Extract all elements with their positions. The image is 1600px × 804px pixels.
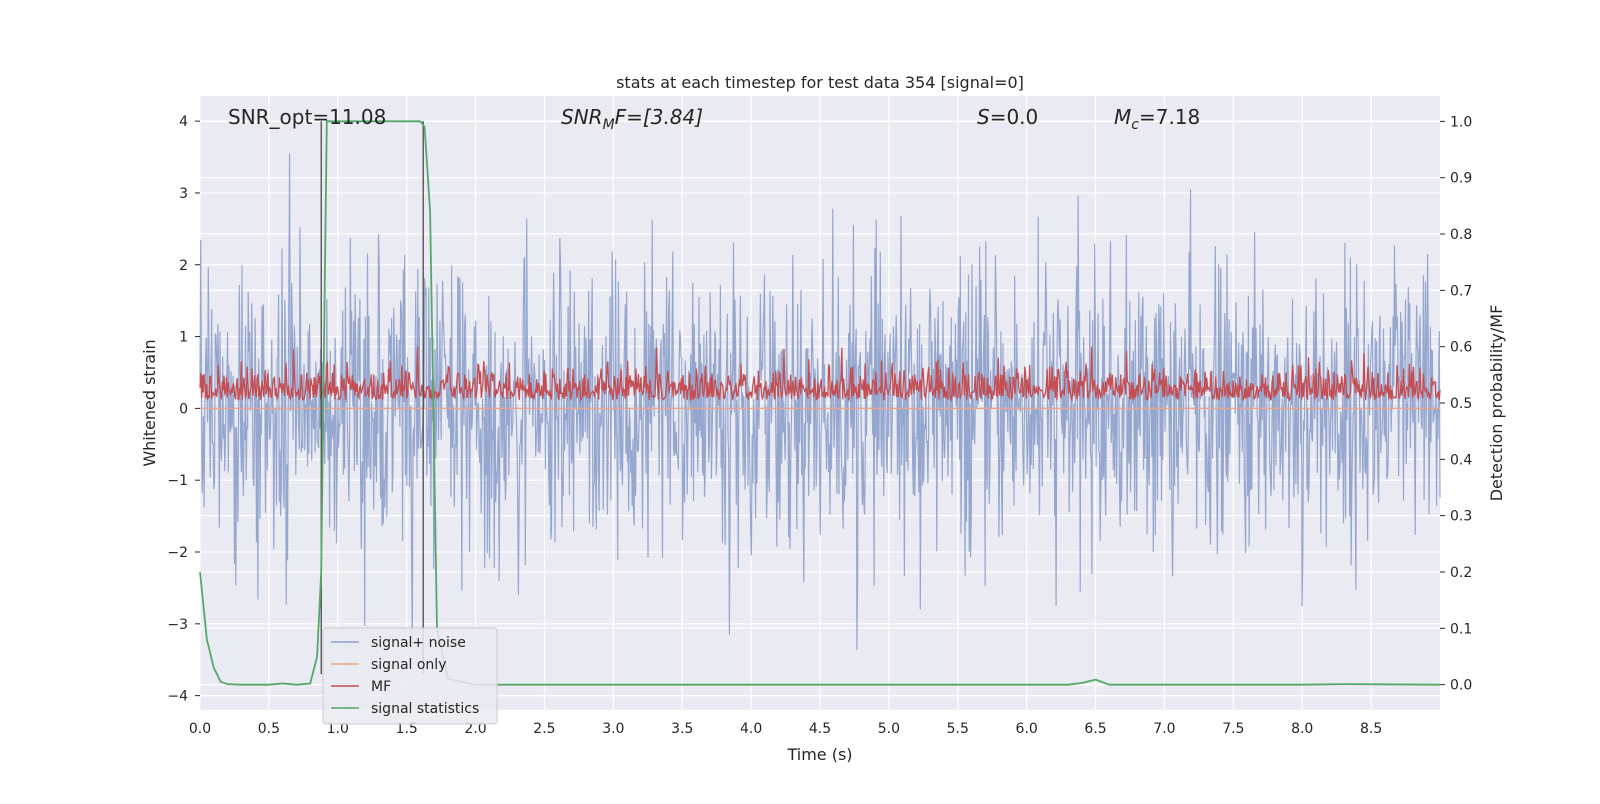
x-tick-label: 1.0 <box>327 721 349 737</box>
signal-statistics-series <box>199 120 1441 686</box>
y-left-tick-label: −3 <box>167 617 188 633</box>
x-tick-label: 8.0 <box>1291 721 1313 737</box>
x-tick-label: 5.0 <box>878 721 900 737</box>
mf-series <box>199 346 1441 403</box>
y-left-tick-label: −1 <box>167 473 188 489</box>
legend-box <box>322 627 498 725</box>
x-tick-label: 1.5 <box>396 721 418 737</box>
x-tick-label: 3.5 <box>671 721 693 737</box>
annotation-s-main: S <box>977 105 990 129</box>
y-left-tick-label: 0 <box>179 401 188 417</box>
annotation-mc-main: M <box>1114 105 1131 129</box>
x-tick-label: 5.5 <box>947 721 969 737</box>
y-left-tick-label: 3 <box>179 186 188 202</box>
signal-noise-line <box>199 153 1441 650</box>
y-left-tick-label: −2 <box>167 545 188 561</box>
gridlines <box>199 96 1440 710</box>
x-tick-labels: 0.0 0.5 1.0 1.5 2.0 2.5 3.0 3.5 4.0 4.5 5.0 5.5 6.0 6… <box>189 721 1382 737</box>
y-left-tick-label: 1 <box>179 330 188 346</box>
x-tick-label: 7.5 <box>1222 721 1244 737</box>
signal-statistics-line <box>199 120 1441 686</box>
y-right-tick-label: 0.7 <box>1450 283 1472 299</box>
y-right-tick-label: 0.2 <box>1450 565 1472 581</box>
y-right-tick-label: 0.9 <box>1450 171 1472 187</box>
x-tick-label: 6.0 <box>1016 721 1038 737</box>
annotation-snr-mf: SNRMF=[3.84] <box>561 105 703 133</box>
y-right-tick-label: 0.5 <box>1450 396 1472 412</box>
x-tick-label: 2.0 <box>464 721 486 737</box>
signal-noise-series <box>199 153 1441 650</box>
annotation-snr-mf-main: SNR <box>561 105 603 129</box>
y-right-tick-labels: 1.0 0.9 0.8 0.7 0.6 0.5 0.4 0.3 0.2 0.1 0.0 <box>1440 114 1472 694</box>
annotation-mc-rest: =7.18 <box>1139 105 1200 129</box>
x-tick-label: 2.5 <box>533 721 555 737</box>
x-tick-label: 6.5 <box>1084 721 1106 737</box>
y-left-axis-label: Whitened strain <box>140 339 159 466</box>
annotation-s-rest: =0.0 <box>990 105 1039 129</box>
y-right-tick-label: 1.0 <box>1450 114 1472 130</box>
x-tick-label: 7.0 <box>1153 721 1175 737</box>
mf-line <box>199 346 1441 403</box>
y-right-axis-label: Detection probability/MF <box>1487 305 1506 502</box>
y-right-tick-label: 0.0 <box>1450 678 1472 694</box>
annotation-snr-opt: SNR_opt=11.08 <box>228 105 386 129</box>
x-tick-label: 4.5 <box>809 721 831 737</box>
y-right-tick-label: 0.4 <box>1450 452 1472 468</box>
y-right-tick-label: 0.8 <box>1450 227 1472 243</box>
annotation-mc: Mc=7.18 <box>1114 105 1200 133</box>
x-tick-label: 0.5 <box>258 721 280 737</box>
chart-title: stats at each timestep for test data 354… <box>616 73 1024 92</box>
y-left-tick-labels: 4 3 2 1 0 −1 −2 −3 −4 <box>167 114 200 705</box>
y-right-tick-label: 0.1 <box>1450 621 1472 637</box>
legend-label-mf: MF <box>371 679 391 695</box>
y-right-tick-label: 0.6 <box>1450 340 1472 356</box>
legend-label-signal-noise: signal+ noise <box>371 635 466 651</box>
x-axis-label: Time (s) <box>786 745 852 764</box>
x-tick-label: 3.0 <box>602 721 624 737</box>
y-left-tick-label: −4 <box>167 689 188 705</box>
annotation-snr-mf-sub: M <box>603 117 615 133</box>
annotation-s: S=0.0 <box>977 105 1038 129</box>
x-tick-label: 8.5 <box>1360 721 1382 737</box>
legend-label-signal-only: signal only <box>371 657 446 673</box>
legend-label-signal-statistics: signal statistics <box>371 701 479 717</box>
y-left-tick-label: 4 <box>179 114 188 130</box>
annotation-mc-sub: c <box>1131 117 1139 133</box>
y-right-tick-label: 0.3 <box>1450 509 1472 525</box>
y-left-tick-label: 2 <box>179 258 188 274</box>
x-tick-label: 0.0 <box>189 721 211 737</box>
x-tick-label: 4.0 <box>740 721 762 737</box>
annotation-snr-mf-rest: F=[3.84] <box>615 105 703 129</box>
legend: signal+ noise signal only MF signal stat… <box>322 627 498 725</box>
